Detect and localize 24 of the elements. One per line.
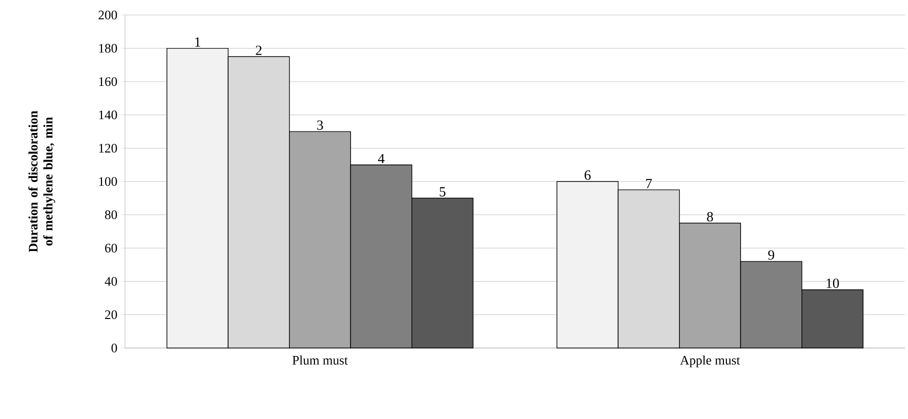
x-tick-label: Plum must — [292, 356, 348, 365]
annotation: 3 — [317, 120, 323, 130]
annotation: 5 — [440, 187, 446, 196]
y-tick-label: 60 — [105, 244, 117, 252]
annotation: 8 — [707, 212, 713, 222]
annotation: 1 — [195, 37, 200, 47]
y-tick-label: 200 — [98, 10, 117, 20]
annotation: 4 — [378, 154, 385, 164]
annotation: 9 — [768, 250, 774, 260]
y-tick-label: 140 — [99, 110, 117, 120]
annotation: 7 — [646, 178, 652, 188]
annotation: 10 — [826, 278, 839, 288]
x-tick-label: Apple must — [680, 356, 740, 368]
y-tick-label: 40 — [104, 277, 117, 286]
y-tick-label: 20 — [105, 310, 117, 320]
annotation: 2 — [256, 46, 262, 55]
y-tick-label: 180 — [99, 44, 117, 53]
y-tick-label: 0 — [112, 344, 117, 352]
y-tick-label: 100 — [99, 177, 117, 186]
y-tick-label: 80 — [105, 210, 117, 220]
y-tick-label: 160 — [99, 77, 117, 86]
y-tick-label: 120 — [99, 144, 117, 153]
annotation: 6 — [584, 170, 591, 180]
y-axis-title: Duration of discoloration of methylene blue, min — [28, 110, 56, 252]
